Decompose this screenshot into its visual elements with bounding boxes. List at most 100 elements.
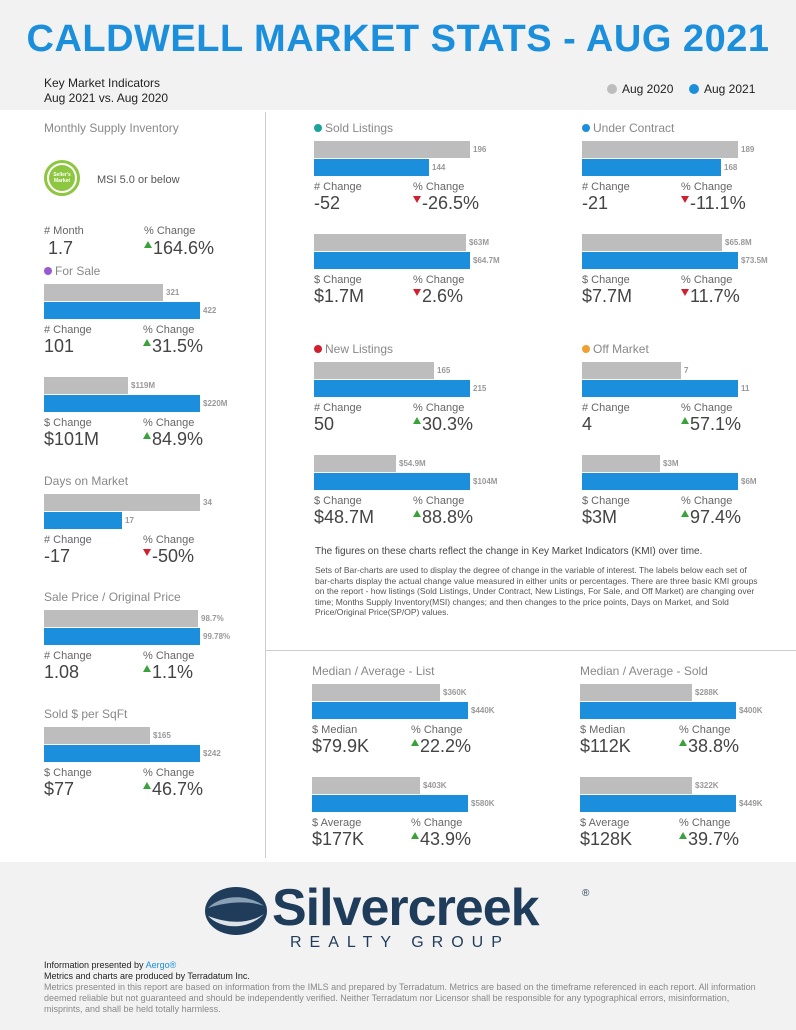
pct-change-label: % Change bbox=[679, 724, 731, 736]
days-on-market-bar-2021-label: 17 bbox=[125, 516, 134, 525]
footer-band bbox=[0, 862, 796, 1030]
pct-change-value: 43.9% bbox=[411, 829, 471, 850]
msi-pct-value: 164.6% bbox=[144, 238, 214, 259]
section-title-text: New Listings bbox=[325, 342, 394, 356]
sold-listings-bar-2020-label: $63M bbox=[469, 238, 490, 247]
pct-change-label: % Change bbox=[143, 324, 195, 336]
column-divider bbox=[265, 112, 266, 858]
change-value: $101M bbox=[44, 429, 100, 449]
under-contract-bar-2021 bbox=[582, 252, 738, 269]
pct-change-value: 39.7% bbox=[679, 829, 739, 850]
pct-text: -50% bbox=[152, 546, 195, 566]
median-sold-bar-2021-label: $449K bbox=[739, 799, 763, 808]
pct-text: 97.4% bbox=[690, 507, 742, 527]
up-arrow-icon bbox=[411, 832, 419, 839]
new-listings-bar-2020 bbox=[314, 362, 434, 379]
pct-text: 1.1% bbox=[152, 662, 194, 682]
pct-change-value: 84.9% bbox=[143, 429, 203, 450]
new-listings-bar-2020 bbox=[314, 455, 396, 472]
subtitle-dates: Aug 2021 vs. Aug 2020 bbox=[44, 91, 169, 105]
change-label: $ Change bbox=[44, 417, 92, 429]
up-arrow-icon bbox=[681, 417, 689, 424]
pct-change-label: % Change bbox=[143, 767, 195, 779]
sellers-market-badge: Seller's Market bbox=[44, 160, 80, 196]
legend-swatch-2020 bbox=[607, 84, 617, 94]
change-value: $7.7M bbox=[582, 286, 633, 306]
median-list-bar-2020 bbox=[312, 777, 420, 794]
change-label: $ Change bbox=[44, 767, 92, 779]
pct-text: 46.7% bbox=[152, 779, 204, 799]
pct-change-label: % Change bbox=[411, 817, 463, 829]
sold-listings-bar-2021 bbox=[314, 252, 470, 269]
up-arrow-icon bbox=[681, 510, 689, 517]
presented-text: Information presented by bbox=[44, 960, 146, 970]
pct-change-label: % Change bbox=[413, 274, 465, 286]
msi-pct-label: % Change bbox=[144, 225, 196, 237]
up-arrow-icon bbox=[413, 510, 421, 517]
for-sale-bar-2021 bbox=[44, 302, 200, 319]
sold-listings-bar-2020 bbox=[314, 141, 470, 158]
off-market-bar-2021 bbox=[582, 380, 738, 397]
pct-text: 84.9% bbox=[152, 429, 204, 449]
under-contract-bar-2020 bbox=[582, 141, 738, 158]
section-title-text: Days on Market bbox=[44, 474, 129, 488]
pct-change-label: % Change bbox=[143, 534, 195, 546]
pct-text: 11.7% bbox=[690, 286, 740, 306]
change-value: $1.7M bbox=[314, 286, 365, 306]
pct-change-label: % Change bbox=[681, 181, 733, 193]
change-label: # Change bbox=[44, 650, 92, 662]
median-sold-bar-2021-label: $400K bbox=[739, 706, 763, 715]
days-on-market-bar-2021 bbox=[44, 512, 122, 529]
new-listings-title: New Listings bbox=[314, 342, 393, 356]
off-market-bar-2020-label: 7 bbox=[684, 366, 689, 375]
sold-sqft-bar-2021 bbox=[44, 745, 200, 762]
subtitle-kmi: Key Market Indicators bbox=[44, 76, 161, 90]
change-value: $48.7M bbox=[314, 507, 375, 527]
down-arrow-icon bbox=[413, 289, 421, 296]
under-contract-bar-2020 bbox=[582, 234, 722, 251]
aergo-link[interactable]: Aergo® bbox=[145, 960, 177, 970]
change-label: # Change bbox=[44, 534, 92, 546]
page-title: CALDWELL MARKET STATS - AUG 2021 bbox=[26, 18, 770, 60]
pct-text: 39.7% bbox=[688, 829, 740, 849]
median-list-bar-2021-label: $440K bbox=[471, 706, 495, 715]
badge-label: Seller's Market bbox=[49, 165, 75, 191]
sold-listings-title: Sold Listings bbox=[314, 121, 393, 135]
pct-change-value: 2.6% bbox=[413, 286, 463, 307]
pct-text: 164.6% bbox=[153, 238, 215, 258]
sold-sqft-title: Sold $ per SqFt bbox=[44, 707, 127, 721]
change-value: 50 bbox=[314, 414, 335, 434]
median-list-bar-2021-label: $580K bbox=[471, 799, 495, 808]
pct-change-value: 88.8% bbox=[413, 507, 473, 528]
change-value: 4 bbox=[582, 414, 593, 434]
up-arrow-icon bbox=[679, 832, 687, 839]
change-label: $ Change bbox=[314, 274, 362, 286]
pct-change-value: 1.1% bbox=[143, 662, 193, 683]
change-label: # Change bbox=[314, 181, 362, 193]
for-sale-bar-2021-label: 422 bbox=[203, 306, 217, 315]
under-contract-bar-2021-label: 168 bbox=[724, 163, 738, 172]
median-sold-bar-2020 bbox=[580, 777, 692, 794]
median-sold-title: Median / Average - Sold bbox=[580, 664, 708, 678]
new-listings-bar-2020-label: 165 bbox=[437, 366, 451, 375]
down-arrow-icon bbox=[413, 196, 421, 203]
for-sale-bar-2021-label: $220M bbox=[203, 399, 228, 408]
sold-sqft-bar-2020-label: $165 bbox=[153, 731, 171, 740]
median-sold-bar-2020-label: $288K bbox=[695, 688, 719, 697]
change-label: $ Change bbox=[582, 274, 630, 286]
footer-presented: Information presented by Aergo® bbox=[44, 960, 176, 970]
for-sale-dot-icon bbox=[44, 267, 52, 275]
change-label: $ Median bbox=[312, 724, 358, 736]
sold-listings-bar-2021-label: 144 bbox=[432, 163, 446, 172]
under-contract-title: Under Contract bbox=[582, 121, 674, 135]
for-sale-title: For Sale bbox=[44, 264, 100, 278]
pct-change-value: -50% bbox=[143, 546, 194, 567]
pct-text: -26.5% bbox=[422, 193, 480, 213]
median-list-title: Median / Average - List bbox=[312, 664, 435, 678]
median-sold-bar-2020-label: $322K bbox=[695, 781, 719, 790]
under-contract-dot-icon bbox=[582, 124, 590, 132]
pct-text: 2.6% bbox=[422, 286, 464, 306]
up-arrow-icon bbox=[143, 432, 151, 439]
sold-sqft-bar-2020 bbox=[44, 727, 150, 744]
section-title-text: Sold Listings bbox=[325, 121, 394, 135]
